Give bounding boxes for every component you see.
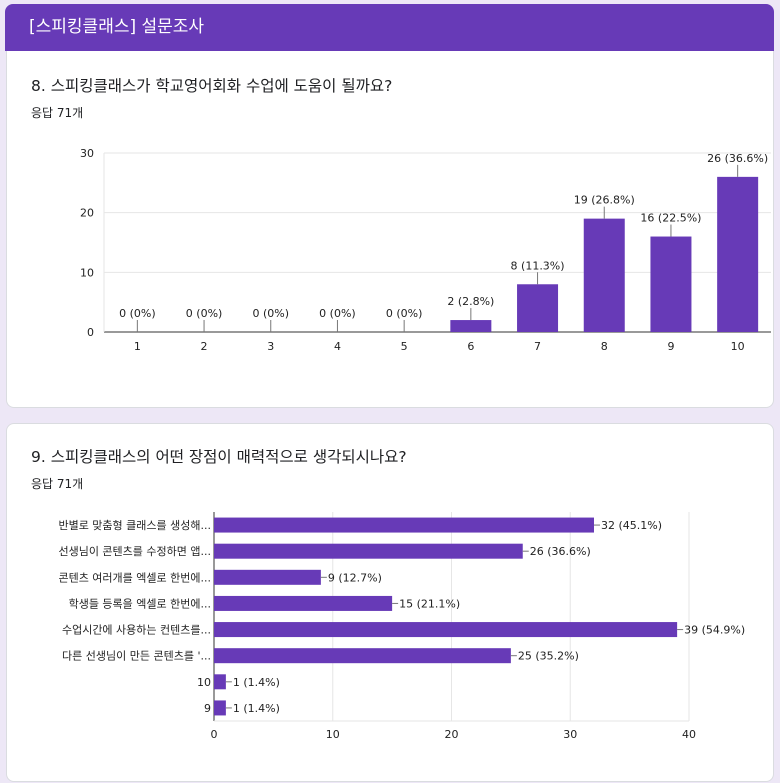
x-tick-label: 0 (211, 728, 218, 741)
y-category-label: 다른 선생님이 만든 콘텐츠를 '... (62, 650, 211, 663)
x-tick-label: 9 (667, 340, 674, 353)
x-tick-label: 10 (326, 728, 340, 741)
data-label: 15 (21.1%) (399, 597, 460, 610)
bar-row-6 (214, 648, 511, 664)
bar-9 (650, 236, 692, 332)
x-tick-label: 5 (401, 340, 408, 353)
data-label: 32 (45.1%) (601, 519, 662, 532)
y-tick-label: 30 (80, 147, 94, 160)
bar-row-4 (214, 595, 393, 611)
bar-10 (717, 176, 759, 332)
data-label: 1 (1.4%) (233, 702, 280, 715)
y-category-label: 9 (204, 702, 211, 715)
question-card-9: 9. 스피킹클래스의 어떤 장점이 매력적으로 생각되시나요? 응답 71개 0… (6, 423, 774, 782)
y-category-label: 콘텐츠 여러개를 엑셀로 한번에... (58, 571, 211, 584)
bar-6 (450, 320, 492, 332)
data-label: 2 (2.8%) (447, 295, 494, 308)
bar-row-3 (214, 569, 321, 585)
data-label: 0 (0%) (119, 307, 156, 320)
data-label: 26 (36.6%) (707, 152, 768, 165)
y-category-label: 선생님이 콘텐츠를 수정하면 앱... (58, 544, 211, 558)
bar-row-1 (214, 517, 594, 533)
y-category-label: 반별로 맞춤형 클래스를 생성해... (58, 518, 211, 532)
bar-chart-q8: 0 10 20 30 0 (0%) 1 0 (0%) 2 0 (0%) 3 0 (0%) 4 0 (0%… (80, 147, 771, 353)
form-title: [스피킹클래스] 설문조사 (29, 17, 205, 37)
x-tick-label: 30 (563, 728, 577, 741)
data-label: 1 (1.4%) (233, 676, 280, 689)
x-tick-label: 20 (445, 728, 459, 741)
question-card-8: 8. 스피킹클래스가 학교영어회화 수업에 도움이 될까요? 응답 71개 0 1… (6, 51, 774, 408)
data-label: 0 (0%) (252, 307, 289, 320)
form-header: [스피킹클래스] 설문조사 (5, 4, 774, 51)
data-label: 0 (0%) (186, 307, 223, 320)
data-label: 8 (11.3%) (511, 259, 565, 272)
x-tick-label: 1 (134, 340, 141, 353)
y-tick-label: 0 (87, 326, 94, 339)
bar-row-5 (214, 622, 678, 638)
data-label: 0 (0%) (319, 307, 356, 320)
data-label: 25 (35.2%) (518, 650, 579, 663)
data-label: 0 (0%) (386, 307, 423, 320)
y-category-label: 학생들 등록을 엑셀로 한번에... (69, 597, 211, 610)
bar-7 (517, 284, 559, 332)
question-title: 9. 스피킹클래스의 어떤 장점이 매력적으로 생각되시나요? (31, 448, 407, 466)
data-label: 9 (12.7%) (328, 571, 382, 584)
data-label: 39 (54.9%) (684, 624, 745, 637)
x-tick-label: 3 (267, 340, 274, 353)
bar-row-2 (214, 543, 523, 559)
bar-8 (583, 218, 625, 332)
x-tick-label: 6 (467, 340, 474, 353)
y-tick-label: 20 (80, 207, 94, 220)
bar-chart-q9: 0 10 20 30 40 32 (45.1%) 반별로 맞춤형 클래스를 생성해... 26… (58, 512, 745, 741)
response-count: 응답 71개 (31, 477, 84, 491)
question-title: 8. 스피킹클래스가 학교영어회화 수업에 도움이 될까요? (31, 77, 393, 95)
bar-row-7 (214, 674, 226, 690)
x-tick-label: 40 (682, 728, 696, 741)
x-tick-label: 2 (201, 340, 208, 353)
x-tick-label: 10 (731, 340, 745, 353)
data-label: 16 (22.5%) (640, 212, 701, 225)
x-tick-label: 7 (534, 340, 541, 353)
response-count: 응답 71개 (31, 106, 84, 120)
data-label: 26 (36.6%) (530, 545, 591, 558)
x-tick-label: 8 (601, 340, 608, 353)
y-category-label: 수업시간에 사용하는 컨텐츠를... (62, 623, 211, 637)
bar-row-8 (214, 700, 226, 716)
y-category-label: 10 (197, 676, 211, 689)
data-label: 19 (26.8%) (574, 194, 635, 207)
x-tick-label: 4 (334, 340, 341, 353)
y-tick-label: 10 (80, 266, 94, 279)
